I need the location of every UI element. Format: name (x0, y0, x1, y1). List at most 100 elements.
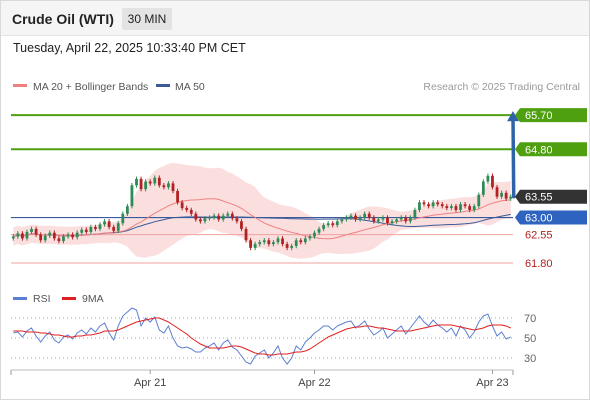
ma20-line (13, 198, 511, 240)
candle-body (258, 242, 262, 245)
candle-body (157, 177, 161, 186)
x-tick-label: Apr 23 (476, 377, 508, 389)
candle-body (39, 234, 43, 241)
rsi-tick-30: 30 (524, 353, 536, 365)
level-label-text: 63.00 (525, 213, 553, 225)
candle-body (486, 175, 490, 182)
candle-body (509, 196, 513, 199)
level-label-text: 65.70 (525, 110, 553, 122)
candle-body (454, 206, 458, 210)
interval-badge[interactable]: 30 MIN (122, 8, 172, 30)
candle-body (290, 245, 294, 248)
candle-body (25, 231, 29, 239)
candle-body (376, 219, 380, 222)
candle-body (436, 202, 440, 205)
x-tick-label: Apr 21 (134, 377, 166, 389)
candle-body (107, 221, 111, 228)
candle-body (176, 191, 179, 203)
candle-body (281, 238, 284, 245)
candle-body (98, 224, 102, 229)
candle-body (440, 204, 444, 207)
candle-body (272, 242, 275, 245)
candle-body (459, 204, 462, 210)
candle-body (349, 215, 353, 218)
candle-body (294, 240, 298, 246)
candle-body (345, 217, 348, 220)
candle-body (463, 204, 467, 207)
candle-body (340, 219, 344, 222)
candle-body (358, 217, 362, 220)
candle-body (230, 213, 234, 219)
candle-body (504, 192, 508, 199)
level-label-64.80: 64.80 (515, 142, 587, 157)
x-tick-label: Apr 22 (298, 377, 330, 389)
candle-body (363, 213, 367, 218)
candle-body (317, 228, 321, 233)
candle-body (198, 219, 202, 222)
level-label-63.55: 63.55 (515, 189, 587, 204)
forecast-arrow-head (507, 111, 520, 122)
candle-body (167, 183, 170, 188)
candle-body (185, 208, 189, 210)
candle-body (253, 244, 257, 248)
candle-body (390, 221, 394, 224)
candle-body (194, 213, 198, 220)
candle-body (399, 217, 403, 220)
candle-body (52, 232, 56, 239)
candle-body (354, 215, 357, 220)
candle-body (171, 183, 175, 191)
candle-body (335, 221, 339, 226)
candle-body (431, 202, 435, 207)
level-label-text: 61.80 (525, 258, 553, 270)
ma20-legend-swatch (13, 84, 27, 87)
candle-body (449, 206, 453, 209)
level-label-box (515, 210, 587, 225)
candle-body (121, 213, 125, 224)
candle-body (34, 228, 38, 235)
candle-body (422, 202, 426, 205)
level-label-65.70: 65.70 (515, 108, 587, 123)
candle-body (386, 217, 389, 224)
candle-body (331, 223, 335, 226)
ma20-legend-label: MA 20 + Bollinger Bands (33, 81, 148, 93)
candle-body (84, 229, 88, 232)
level-label-box (515, 108, 587, 123)
candle-body (43, 235, 47, 241)
candle-body (235, 218, 239, 222)
candle-body (308, 236, 312, 239)
candle-body (217, 215, 221, 220)
level-label-text: 64.80 (525, 144, 553, 156)
candle-body (367, 213, 371, 218)
candle-body (445, 206, 449, 209)
candle-body (322, 225, 326, 229)
candle-body (276, 238, 280, 243)
level-label-62.55: 62.55 (525, 230, 553, 242)
rsi-tick-50: 50 (524, 333, 536, 345)
candle-body (240, 221, 243, 229)
candle-body (472, 206, 476, 210)
candle-body (468, 206, 472, 210)
candle-body (162, 185, 166, 188)
candle-body (48, 232, 52, 236)
credit-label: Research © 2025 Trading Central (423, 81, 580, 93)
level-label-text: 63.55 (525, 192, 553, 204)
candle-body (148, 181, 152, 184)
candle-body (130, 185, 134, 207)
candle-body (299, 240, 303, 243)
candle-body (62, 236, 65, 242)
level-label-61.80: 61.80 (525, 258, 553, 270)
rsi-legend-swatch (13, 297, 27, 300)
candle-body (381, 217, 385, 220)
price-legend: MA 20 + Bollinger Bands MA 50 Research © 2… (13, 81, 580, 93)
candle-body (395, 219, 399, 222)
candle-body (313, 232, 316, 237)
candle-body (212, 215, 216, 218)
candle-body (89, 227, 93, 232)
candle-body (262, 240, 266, 243)
candle-body (481, 181, 485, 195)
page-title: Crude Oil (WTI) (12, 11, 114, 27)
bollinger-band (13, 162, 511, 259)
candle-body (495, 187, 499, 197)
candle-body (418, 202, 421, 210)
candles (11, 173, 513, 251)
